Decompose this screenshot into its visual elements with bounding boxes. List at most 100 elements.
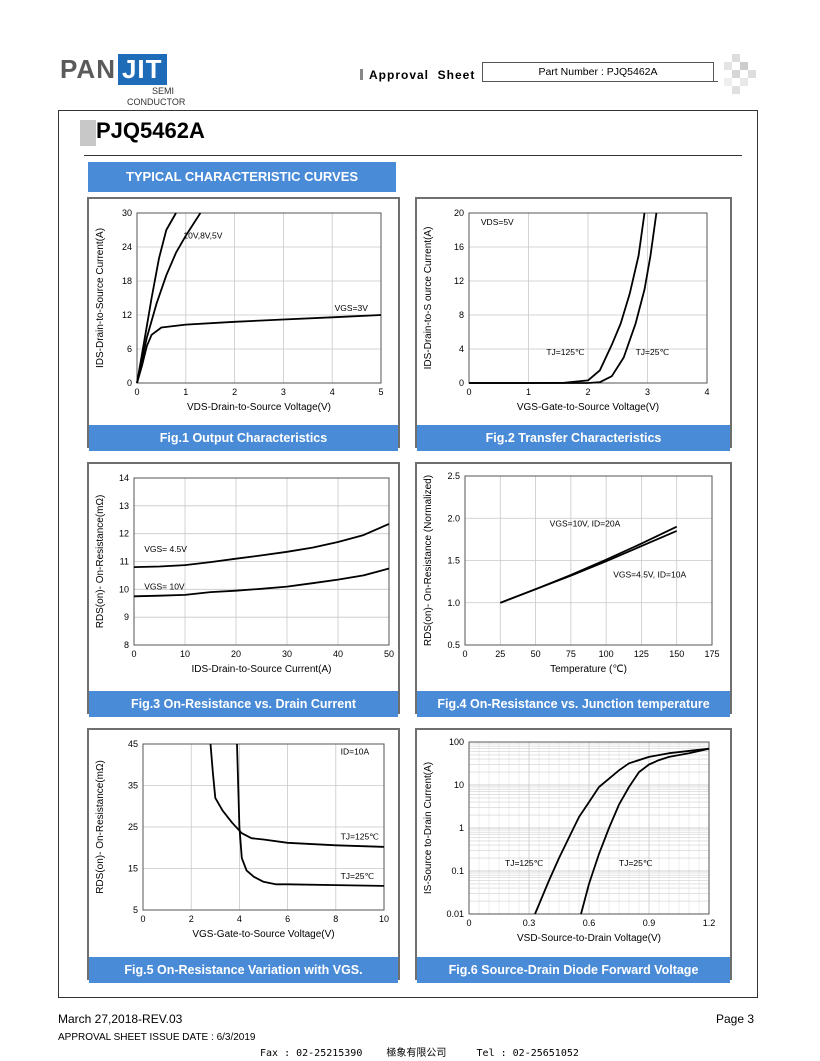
x-tick-label: 0 [466, 918, 471, 928]
plot-area [133, 477, 390, 646]
series-line [580, 747, 710, 915]
x-tick-label: 6 [285, 914, 290, 924]
y-axis-label: IDS-Drain-to-Source Current(A) [95, 228, 106, 368]
title-rule [84, 155, 742, 156]
y-tick-label: 0 [127, 378, 132, 388]
y-tick-label: 1.0 [447, 598, 460, 608]
series-label: VGS= 10V [144, 581, 185, 591]
figure-caption-2: Fig.2 Transfer Characteristics [417, 425, 730, 451]
part-number-box: Part Number : PJQ5462A [482, 62, 714, 82]
x-tick-label: 50 [384, 649, 394, 659]
x-tick-label: 1.2 [703, 918, 716, 928]
series-line [136, 212, 177, 384]
y-axis-label: IDS-Drain-to-S ource Current(A) [423, 227, 434, 370]
x-tick-label: 3 [281, 387, 286, 397]
series-label: TJ=25℃ [636, 347, 670, 357]
page-number: Page 3 [716, 1012, 755, 1026]
chart-annotation: VDS=5V [481, 217, 514, 227]
x-tick-label: 0 [466, 387, 471, 397]
plot-area [142, 743, 385, 911]
x-axis-label: VGS-Gate-to-Source Voltage(V) [192, 929, 334, 940]
series-label: VGS= 4.5V [144, 544, 187, 554]
y-tick-label: 2.0 [447, 513, 460, 523]
y-tick-label: 13 [119, 501, 129, 511]
chart-output-characteristics: 0 1 2 3 4 5061218243010V,8V,5VVGS=3VVDS-Drain… [95, 208, 384, 413]
logo-sub-conductor: CONDUCTOR [127, 97, 186, 107]
x-tick-label: 0.6 [583, 918, 596, 928]
chart-on-resistance-vs-current: 0 10 20 30 40 50 8 9 10 11 12 13 14 VGS= 4.5V VGS= 10V… [95, 473, 394, 675]
x-tick-label: 10 [180, 649, 190, 659]
section-title: TYPICAL CHARACTERISTIC CURVES [88, 162, 396, 192]
y-tick-label: 10 [454, 780, 464, 790]
y-tick-label: 0.1 [451, 866, 464, 876]
x-tick-label: 30 [282, 649, 292, 659]
plot-area [464, 475, 713, 646]
plot-area [136, 212, 382, 384]
checker-decoration [724, 54, 756, 94]
footer-issue-date: APPROVAL SHEET ISSUE DATE : 6/3/2019 [58, 1032, 256, 1043]
figure-panel-5: 0 2 4 6 8 10 5 15 25 35 45 TJ=125℃ TJ=25℃ ID=10A VGS-G… [87, 728, 400, 983]
y-tick-label: 6 [127, 344, 132, 354]
series-label: VGS=10V, ID=20A [550, 519, 621, 529]
series-line [236, 743, 385, 887]
y-tick-label: 12 [119, 529, 129, 539]
x-tick-label: 75 [566, 649, 576, 659]
x-tick-label: 4 [237, 914, 242, 924]
part-title: PJQ5462A [96, 118, 205, 143]
company-logo: PAN JIT [60, 54, 167, 85]
y-tick-label: 45 [128, 739, 138, 749]
x-tick-label: 0.3 [523, 918, 536, 928]
series-label: TJ=125℃ [505, 858, 544, 868]
series-line [469, 212, 658, 384]
y-axis-label: RDS(on)- On-Resistance (Normalized) [423, 475, 434, 646]
x-tick-label: 5 [378, 387, 383, 397]
y-tick-label: 0 [459, 378, 464, 388]
x-axis-label: VDS-Drain-to-Source Voltage(V) [187, 402, 331, 413]
y-tick-label: 1 [459, 823, 464, 833]
figure-caption-4: Fig.4 On-Resistance vs. Junction tempera… [417, 691, 730, 717]
y-tick-label: 9 [124, 612, 129, 622]
y-axis-label: RDS(on)- On-Resistance(mΩ) [95, 760, 106, 894]
chart-diode-forward-voltage: 0 0.3 0.6 0.9 1.2 0.01 0.1 1 10 100 TJ=125℃ TJ=25℃ V… [423, 737, 716, 944]
series-label: VGS=3V [335, 303, 369, 313]
figure-caption-6: Fig.6 Source-Drain Diode Forward Voltage [417, 957, 730, 983]
y-tick-label: 18 [122, 276, 132, 286]
figure-panel-2: 0 1 2 3 4 0 4 8 12 16 20 TJ=125℃ TJ=25℃ VDS=5V VGS-Gat… [415, 197, 732, 451]
y-tick-label: 10 [119, 584, 129, 594]
x-axis-label: IDS-Drain-to-Source Current(A) [191, 664, 331, 675]
series-label: 10V,8V,5V [183, 231, 222, 241]
x-tick-label: 10 [379, 914, 389, 924]
y-tick-label: 14 [119, 473, 129, 483]
x-axis-label: Temperature (℃) [550, 664, 627, 675]
figure-panel-3: 0 10 20 30 40 50 8 9 10 11 12 13 14 VGS= 4.5V VGS= 10V… [87, 462, 400, 717]
x-tick-label: 0 [462, 649, 467, 659]
series-label: TJ=25℃ [619, 858, 653, 868]
y-tick-label: 8 [459, 310, 464, 320]
series-label: TJ=125℃ [341, 831, 380, 841]
figure-caption-3: Fig.3 On-Resistance vs. Drain Current [89, 691, 398, 717]
y-tick-label: 15 [128, 864, 138, 874]
x-tick-label: 125 [634, 649, 649, 659]
x-tick-label: 2 [585, 387, 590, 397]
x-axis-label: VSD-Source-to-Drain Voltage(V) [517, 933, 661, 944]
figure-panel-4: 0 25 50 75 100 125 150 175 0.5 1.0 1.5 2.0 2.5 VGS=10… [415, 462, 732, 717]
series-line [469, 212, 646, 384]
figure-panel-1: 0 1 2 3 4 5 0 6 12 18 24 30 10V,8V,5V VGS=3V VDS-Drain… [87, 197, 400, 451]
series-line [136, 212, 202, 384]
chart-on-resistance-vs-vgs: 0 2 4 6 8 10 5 15 25 35 45 TJ=125℃ TJ=25℃ ID=10A VGS-G… [95, 739, 389, 940]
footer-contact: Fax : 02-25215390 極象有限公司 Tel : 02-256510… [260, 1048, 579, 1059]
y-tick-label: 20 [454, 208, 464, 218]
series-line [133, 523, 390, 568]
y-tick-label: 0.5 [447, 640, 460, 650]
x-tick-label: 1 [526, 387, 531, 397]
x-tick-label: 0 [140, 914, 145, 924]
series-line [209, 743, 385, 848]
y-tick-label: 0.01 [446, 909, 464, 919]
chart-on-resistance-vs-temperature: 0 25 50 75 100 125 150 175 0.5 1.0 1.5 2.0 2.5 VGS=10… [423, 471, 720, 675]
figure-panel-6: 0 0.3 0.6 0.9 1.2 0.01 0.1 1 10 100 TJ=125℃ TJ=25℃ V… [415, 728, 732, 983]
y-tick-label: 12 [454, 276, 464, 286]
chart-annotation: ID=10A [341, 746, 370, 756]
y-tick-label: 8 [124, 640, 129, 650]
y-tick-label: 100 [449, 737, 464, 747]
y-tick-label: 16 [454, 242, 464, 252]
